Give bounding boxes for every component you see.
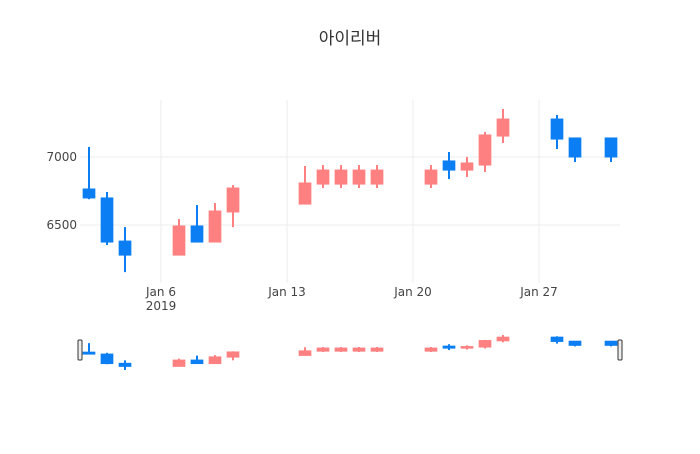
slider-candle-body <box>568 340 582 346</box>
x-tick-sublabel: 2019 <box>146 299 177 313</box>
slider-candle-body <box>172 359 186 367</box>
slider-candle-body <box>424 347 438 352</box>
range-slider[interactable] <box>80 335 620 370</box>
candle-body <box>604 137 618 158</box>
slider-candle-body <box>496 336 510 342</box>
candle-body <box>496 118 510 137</box>
candle-body <box>334 169 348 185</box>
slider-candle-body <box>208 356 222 365</box>
candle-body <box>82 188 96 199</box>
y-tick-label: 6500 <box>46 218 77 232</box>
slider-candle-body <box>370 347 384 352</box>
candle-body <box>460 162 474 171</box>
slider-candle-body <box>460 346 474 349</box>
x-tick-label: Jan 6 <box>145 285 176 299</box>
x-tick-label: Jan 20 <box>393 285 432 299</box>
candle-body <box>190 225 204 243</box>
candle-body <box>172 225 186 256</box>
y-tick-label: 7000 <box>46 150 77 164</box>
slider-candle-body <box>226 351 240 358</box>
candle-body <box>568 137 582 158</box>
candle-body <box>100 197 114 243</box>
slider-candle-body <box>550 336 564 342</box>
slider-candle-body <box>190 359 204 365</box>
candle-body <box>208 210 222 243</box>
candle-body <box>298 182 312 205</box>
range-slider-handle[interactable] <box>77 339 83 361</box>
slider-candle-body <box>604 340 618 346</box>
slider-candle-body <box>82 351 96 355</box>
candle-body <box>352 169 366 185</box>
candle-body <box>550 118 564 140</box>
slider-candle-body <box>118 362 132 367</box>
slider-candle-body <box>352 347 366 352</box>
chart-title: 아이리버 <box>319 29 382 49</box>
slider-candle-body <box>334 347 348 352</box>
x-tick-label: Jan 13 <box>267 285 306 299</box>
slider-candle-body <box>478 340 492 348</box>
candle-body <box>118 240 132 256</box>
x-tick-label: Jan 27 <box>519 285 558 299</box>
slider-candle-body <box>442 345 456 349</box>
slider-candle-body <box>298 350 312 356</box>
range-slider-handle[interactable] <box>617 339 623 361</box>
slider-candle-body <box>316 347 330 352</box>
candle-body <box>316 169 330 185</box>
candle-body <box>370 169 384 185</box>
candle-body <box>478 134 492 166</box>
candle-body <box>424 169 438 185</box>
candle-body <box>226 187 240 213</box>
slider-candle-body <box>100 353 114 365</box>
candle-body <box>442 160 456 171</box>
